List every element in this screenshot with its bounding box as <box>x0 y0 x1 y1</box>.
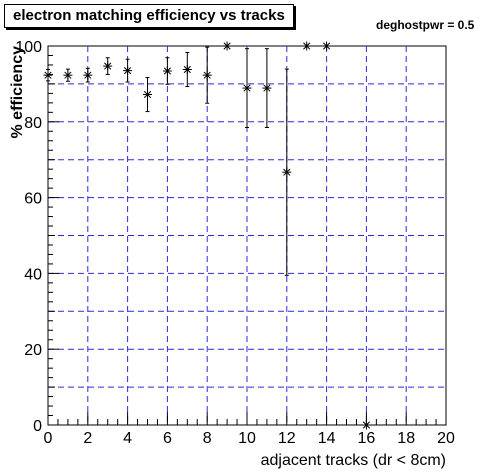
x-tick-label: 14 <box>318 430 336 447</box>
marker-stroke <box>64 71 72 79</box>
x-tick-label: 20 <box>437 430 455 447</box>
chart-subtitle: deghostpwr = 0.5 <box>376 18 475 32</box>
x-tick-label: 16 <box>358 430 376 447</box>
data-point-marker <box>162 66 172 76</box>
marker-stroke <box>203 71 211 79</box>
data-point-marker <box>123 66 133 76</box>
x-axis-label: adjacent tracks (dr < 8cm) <box>261 452 446 469</box>
data-point-marker <box>83 70 93 80</box>
marker-stroke <box>263 84 271 92</box>
data-point-marker <box>262 83 272 93</box>
x-tick-label: 4 <box>123 430 132 447</box>
marker-stroke <box>143 90 152 99</box>
grid-lines <box>48 46 446 425</box>
chart-title: electron matching efficiency vs tracks <box>4 4 294 28</box>
y-tick-label: 100 <box>15 39 42 56</box>
marker-stroke <box>124 67 132 75</box>
marker-stroke <box>362 421 370 429</box>
data-point-marker <box>103 61 113 71</box>
marker-stroke <box>223 42 231 50</box>
data-point-marker <box>182 64 192 74</box>
y-tick-label: 60 <box>24 191 42 208</box>
marker-stroke <box>243 84 251 92</box>
marker-stroke <box>183 65 191 74</box>
data-point-marker <box>242 83 252 93</box>
y-axis-label: % efficiency <box>9 46 26 139</box>
data-series <box>43 41 371 430</box>
y-tick-label: 80 <box>24 115 42 132</box>
marker-stroke <box>44 71 52 79</box>
x-tick-label: 6 <box>163 430 172 447</box>
data-point-marker <box>43 70 53 80</box>
marker-stroke <box>283 168 291 176</box>
data-point-marker <box>302 41 312 51</box>
x-tick-label: 2 <box>83 430 92 447</box>
data-point-marker <box>282 167 292 177</box>
data-point-marker <box>202 70 212 80</box>
x-tick-label: 0 <box>44 430 53 447</box>
y-tick-label: 20 <box>24 342 42 359</box>
marker-stroke <box>84 71 92 79</box>
marker-stroke <box>104 62 112 70</box>
axis-ticks <box>47 45 447 426</box>
x-tick-label: 8 <box>203 430 212 447</box>
data-point-marker <box>322 41 332 51</box>
y-tick-label: 40 <box>24 266 42 283</box>
marker-stroke <box>303 42 311 50</box>
data-point-marker <box>361 420 371 430</box>
x-tick-label: 10 <box>238 430 256 447</box>
marker-stroke <box>163 67 171 75</box>
y-tick-label: 0 <box>33 418 42 435</box>
x-tick-label: 12 <box>278 430 296 447</box>
data-point-marker <box>222 41 232 51</box>
data-point-marker <box>143 90 152 100</box>
x-tick-label: 18 <box>397 430 415 447</box>
marker-stroke <box>323 42 331 50</box>
data-point-marker <box>63 70 73 80</box>
